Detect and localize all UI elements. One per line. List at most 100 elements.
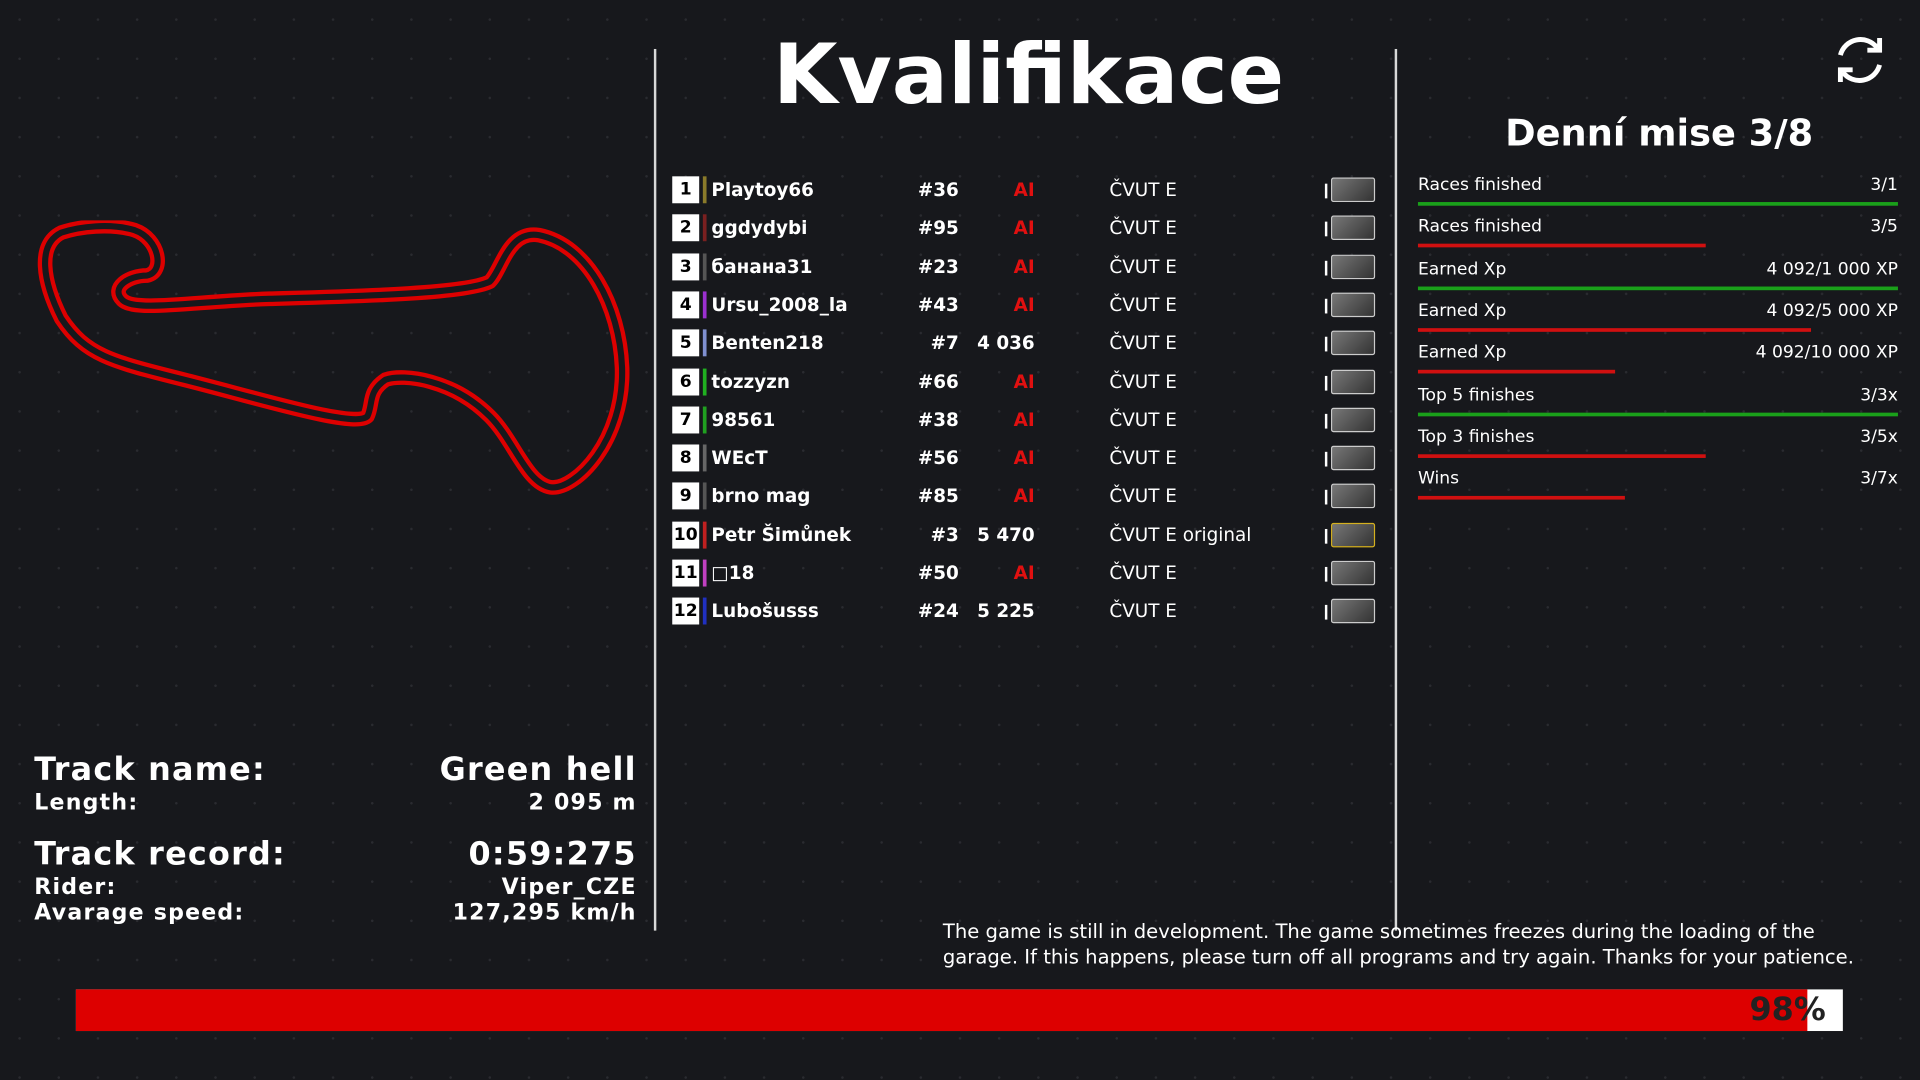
value: Viper_CZE	[501, 874, 637, 901]
mission: Earned Xp 4 092/5 000 XP	[1417, 301, 1898, 338]
mission-progress	[1417, 328, 1812, 332]
notice: The game is still in development. The ga…	[942, 919, 1854, 969]
score: AI	[1013, 447, 1035, 470]
score: AI	[1013, 293, 1035, 316]
mission-progress	[1417, 202, 1898, 206]
position: 6	[672, 367, 700, 395]
player-color	[702, 291, 707, 319]
mission-value: 3/7x	[1860, 469, 1898, 489]
player-number: #43	[917, 293, 959, 316]
value: Green hell	[439, 751, 637, 789]
mission-value: 3/5	[1870, 217, 1898, 237]
mission-progress	[1417, 454, 1706, 458]
mission-value: 4 092/5 000 XP	[1766, 301, 1898, 321]
player-name: Playtoy66	[711, 178, 814, 201]
position: 7	[672, 406, 700, 434]
leaderboard-row: 3 банана31 #23 AI ČVUT E	[672, 252, 1382, 282]
label: Length:	[34, 789, 139, 816]
score: AI	[1013, 408, 1035, 431]
leaderboard-row: 12 Lubošusss #24 5 225 ČVUT E	[672, 597, 1382, 627]
car-name: ČVUT E	[1109, 217, 1177, 240]
separator	[1324, 336, 1328, 352]
player-color	[702, 482, 707, 510]
track-map	[37, 220, 630, 495]
player-name: Lubošusss	[711, 600, 819, 623]
player-name: Ursu_2008_la	[711, 293, 848, 316]
leaderboard-row: 7 98561 #38 AI ČVUT E	[672, 406, 1382, 435]
car-icon	[1331, 522, 1376, 547]
position: 11	[672, 559, 700, 587]
leaderboard-row: 8 WEcT #56 AI ČVUT E	[672, 444, 1382, 474]
mission: Top 5 finishes 3/3x	[1417, 385, 1898, 422]
car-icon	[1331, 445, 1376, 471]
position: 5	[672, 329, 700, 357]
player-number: #66	[917, 370, 959, 393]
car-name: ČVUT E	[1109, 332, 1177, 355]
divider	[1394, 48, 1398, 931]
separator	[1324, 413, 1328, 429]
loading-percent: 98%	[1749, 991, 1826, 1029]
mission-progress	[1417, 286, 1898, 290]
car-name: ČVUT E	[1109, 447, 1177, 470]
mission-label: Earned Xp	[1417, 259, 1507, 279]
car-name: ČVUT E	[1109, 255, 1177, 278]
mission-value: 4 092/10 000 XP	[1755, 343, 1898, 363]
value: 2 095 m	[528, 789, 637, 816]
player-name: tozzyzn	[711, 370, 790, 393]
label: Track record:	[34, 836, 286, 874]
leaderboard-row: 5 Benten218 #7 4 036 ČVUT E	[672, 329, 1382, 359]
leaderboard-row: 2 ggdydybi #95 AI ČVUT E	[672, 214, 1382, 244]
car-name: ČVUT E	[1109, 485, 1177, 508]
label: Rider:	[34, 874, 117, 901]
leaderboard-row: 9 brno mag #85 AI ČVUT E	[672, 482, 1382, 512]
divider	[653, 48, 657, 931]
separator	[1324, 490, 1328, 505]
car-name: ČVUT E	[1109, 370, 1177, 393]
player-color	[702, 252, 707, 280]
player-name: банана31	[711, 255, 813, 278]
separator	[1324, 605, 1328, 620]
missions-title: Denní mise 3/8	[1505, 112, 1814, 156]
label: Track name:	[34, 751, 266, 789]
separator	[1324, 375, 1328, 391]
mission-label: Top 3 finishes	[1417, 427, 1535, 447]
car-name: ČVUT E	[1109, 562, 1177, 585]
car-icon	[1331, 215, 1376, 241]
score: AI	[1013, 255, 1035, 278]
mission-value: 3/1	[1870, 175, 1898, 195]
player-name: WEcT	[711, 447, 768, 470]
player-number: #85	[917, 485, 959, 508]
mission-label: Races finished	[1417, 175, 1543, 195]
car-name: ČVUT E	[1109, 293, 1177, 316]
mission-progress	[1417, 412, 1898, 416]
refresh-button[interactable]	[1831, 31, 1890, 90]
score: AI	[1013, 178, 1035, 201]
leaderboard-row: 10 Petr Šimůnek #3 5 470 ČVUT E original	[672, 521, 1382, 550]
mission: Earned Xp 4 092/10 000 XP	[1417, 343, 1898, 380]
title: Kvalifikace	[772, 26, 1285, 124]
value: 127,295 km/h	[452, 900, 637, 926]
mission: Races finished 3/5	[1417, 217, 1898, 254]
score: AI	[1013, 217, 1035, 240]
mission-label: Earned Xp	[1417, 301, 1507, 321]
separator	[1324, 566, 1328, 582]
player-color	[702, 176, 707, 204]
car-name: ČVUT E original	[1109, 523, 1252, 546]
player-color	[702, 367, 707, 395]
separator	[1324, 298, 1328, 314]
car-name: ČVUT E	[1109, 178, 1177, 201]
position: 1	[672, 176, 700, 204]
position: 9	[672, 482, 700, 510]
player-name: Benten218	[711, 332, 824, 355]
mission-label: Earned Xp	[1417, 343, 1507, 363]
leaderboard-row: 4 Ursu_2008_la #43 AI ČVUT E	[672, 291, 1382, 320]
car-icon	[1331, 254, 1376, 279]
player-color	[702, 406, 707, 434]
car-name: ČVUT E	[1109, 600, 1177, 623]
car-name: ČVUT E	[1109, 408, 1177, 431]
position: 8	[672, 444, 700, 472]
mission-value: 3/3x	[1860, 385, 1898, 405]
separator	[1324, 260, 1328, 276]
